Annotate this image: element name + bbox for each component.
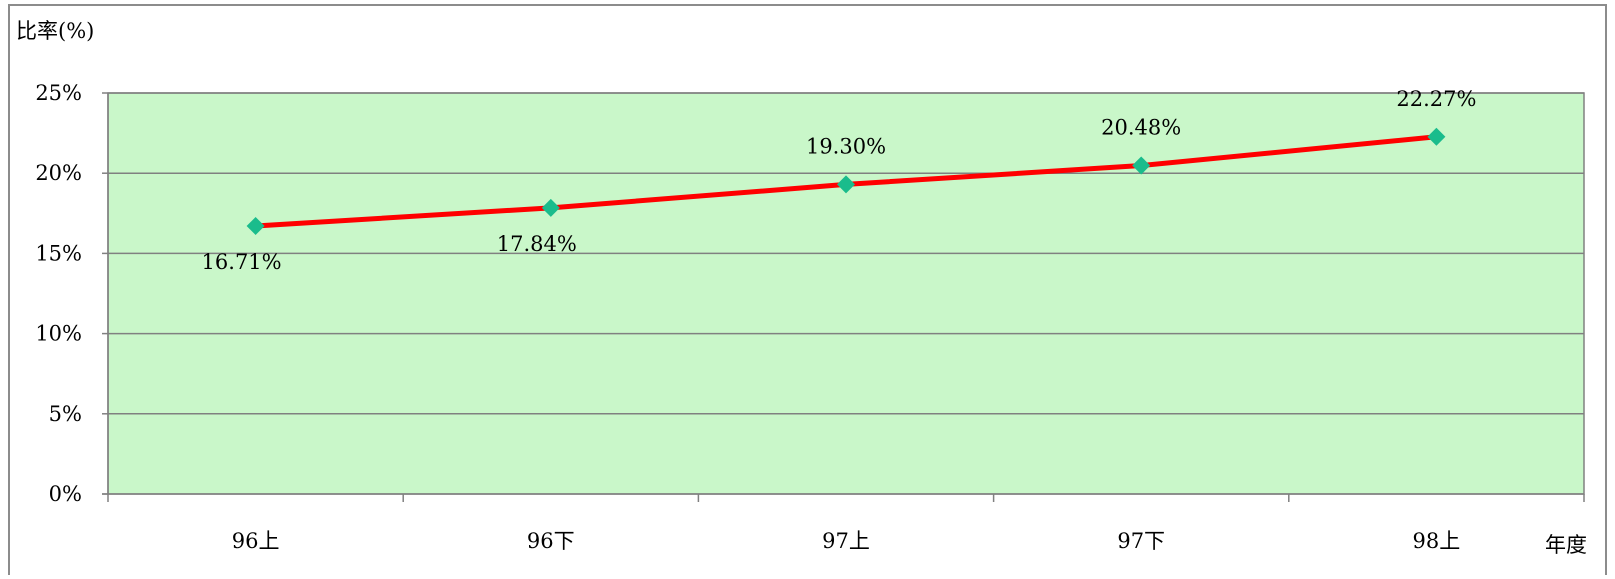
data-label: 19.30%	[806, 134, 886, 158]
x-tick-label: 98上	[1413, 529, 1461, 553]
y-tick-label: 25%	[35, 81, 82, 105]
data-point-marker	[1132, 156, 1151, 175]
y-tick-label: 10%	[35, 322, 82, 346]
data-label: 20.48%	[1101, 116, 1181, 140]
x-tick-label: 96下	[527, 529, 575, 553]
data-labels-group: 16.71% 17.84% 19.30% 20.48% 22.27%	[202, 87, 1477, 274]
y-tick-label: 5%	[49, 402, 82, 426]
data-point-marker	[837, 175, 855, 194]
y-axis-ticks: 0% 5% 10% 15% 20% 25%	[35, 81, 108, 506]
markers-group	[246, 127, 1446, 235]
data-point-marker	[1427, 127, 1446, 146]
x-axis-ticks: 96上 96下 97上 97下 98上	[107, 494, 1585, 553]
y-tick-label: 20%	[35, 161, 82, 185]
y-tick-label: 15%	[35, 241, 82, 265]
x-axis-title: 年度	[1545, 533, 1587, 557]
plot-area	[107, 92, 1585, 495]
data-label: 16.71%	[202, 250, 282, 274]
x-tick-label: 97下	[1117, 529, 1165, 553]
data-point-marker	[246, 216, 265, 235]
data-label: 17.84%	[497, 232, 577, 256]
x-tick-label: 97上	[822, 529, 870, 553]
data-label: 22.27%	[1396, 87, 1476, 111]
y-axis-title: 比率(%)	[16, 19, 94, 43]
y-tick-label: 0%	[49, 482, 82, 506]
x-tick-label: 96上	[232, 529, 280, 553]
data-point-marker	[541, 198, 560, 217]
gridlines	[108, 92, 1584, 415]
